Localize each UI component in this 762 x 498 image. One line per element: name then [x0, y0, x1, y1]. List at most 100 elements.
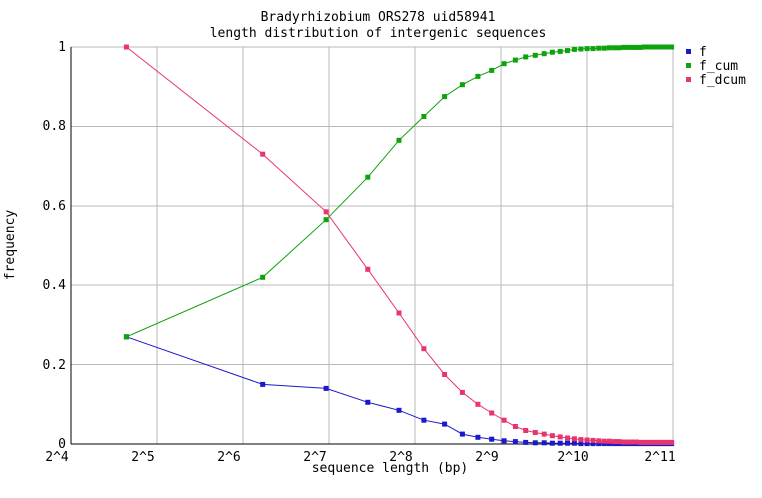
- data-point-f_dcum: [601, 438, 607, 444]
- data-point-f_cum: [123, 334, 129, 340]
- data-point-f_dcum: [512, 424, 518, 429]
- data-point-f_dcum: [621, 439, 627, 445]
- data-point-f_cum: [621, 44, 627, 50]
- y-tick-label: 0: [58, 437, 66, 452]
- data-point-f: [557, 440, 563, 446]
- data-point-f: [523, 439, 529, 445]
- data-point-f_dcum: [666, 439, 671, 445]
- legend-label-f-dcum: f_dcum: [699, 73, 746, 88]
- series-f-markers: [123, 334, 675, 447]
- data-point-f_dcum: [501, 417, 507, 423]
- data-point-f_cum: [459, 82, 465, 88]
- x-tick-label: 2^11: [644, 450, 675, 465]
- data-point-f_dcum: [625, 439, 631, 445]
- y-axis-label: frequency: [3, 210, 18, 281]
- data-point-f_dcum: [656, 439, 662, 445]
- data-point-f_dcum: [421, 346, 427, 352]
- legend-swatch-f-cum: [686, 63, 691, 68]
- data-point-f_dcum: [489, 410, 495, 416]
- series-f_dcum-line: [126, 46, 672, 443]
- data-point-f_dcum: [532, 430, 538, 435]
- data-point-f_cum: [611, 45, 617, 51]
- data-point-f: [549, 440, 555, 446]
- data-point-f_cum: [557, 48, 563, 54]
- x-tick-label: 2^6: [217, 450, 240, 465]
- data-point-f_cum: [649, 44, 655, 50]
- chart-title-line1: Bradyrhizobium ORS278 uid58941: [261, 10, 496, 25]
- data-point-f: [421, 417, 427, 423]
- data-point-f_cum: [442, 94, 448, 100]
- data-point-f: [584, 441, 590, 447]
- data-point-f_dcum: [475, 401, 481, 407]
- data-point-f_dcum: [606, 438, 612, 444]
- data-point-f_cum: [532, 52, 538, 58]
- y-tick-label: 0.8: [43, 119, 66, 134]
- data-point-f_cum: [601, 45, 607, 51]
- data-point-f: [541, 440, 547, 446]
- data-point-f_cum: [501, 61, 507, 67]
- x-tick-label: 2^8: [389, 450, 412, 465]
- data-point-f_cum: [652, 44, 658, 50]
- data-point-f: [578, 441, 584, 447]
- data-point-f_cum: [633, 44, 639, 50]
- data-point-f_cum: [629, 44, 635, 50]
- data-point-f_dcum: [260, 151, 266, 157]
- data-point-f: [365, 399, 371, 405]
- data-point-f: [501, 438, 507, 444]
- data-point-f_dcum: [571, 436, 577, 442]
- x-tick-label: 2^9: [475, 450, 498, 465]
- data-point-f_cum: [606, 45, 612, 51]
- data-point-f_cum: [489, 67, 495, 73]
- data-point-f: [590, 441, 596, 447]
- data-point-f_dcum: [578, 437, 584, 443]
- data-point-f: [532, 440, 538, 446]
- series-f-line: [126, 336, 672, 445]
- series-f_dcum-markers: [123, 44, 675, 445]
- x-tick-labels: 2^4 2^5 2^6 2^7 2^8 2^9 2^10 2^11: [45, 450, 675, 465]
- axes: [70, 47, 673, 445]
- data-point-f: [396, 407, 402, 413]
- data-point-f_cum: [637, 44, 643, 50]
- y-tick-labels: 0 0.2 0.4 0.6 0.8 1: [43, 40, 67, 452]
- legend-label-f-cum: f_cum: [699, 59, 738, 74]
- legend-swatch-f-dcum: [686, 77, 691, 82]
- data-point-f_dcum: [645, 439, 651, 445]
- data-point-f: [489, 436, 495, 442]
- data-point-f_cum: [641, 44, 647, 50]
- data-point-f_cum: [565, 48, 570, 54]
- data-point-f_cum: [512, 57, 518, 63]
- data-point-f_cum: [323, 217, 329, 223]
- legend: f f_cum f_dcum: [686, 45, 746, 88]
- gridlines: [71, 46, 674, 444]
- legend-swatch-f: [686, 49, 691, 54]
- data-point-f_dcum: [662, 439, 668, 445]
- series-f_cum-markers: [123, 44, 675, 340]
- data-point-f_dcum: [549, 433, 555, 439]
- data-point-f: [475, 434, 481, 440]
- data-point-f_dcum: [633, 439, 639, 445]
- x-tick-label: 2^5: [131, 450, 154, 465]
- data-point-f_dcum: [123, 44, 129, 50]
- data-point-f_cum: [260, 274, 266, 280]
- data-point-f_cum: [590, 46, 596, 52]
- data-point-f: [565, 440, 570, 446]
- data-point-f: [323, 385, 329, 391]
- data-point-f_dcum: [396, 310, 402, 316]
- data-point-f_dcum: [611, 439, 617, 445]
- data-point-f: [596, 441, 602, 447]
- data-point-f_cum: [365, 174, 371, 180]
- data-point-f: [442, 421, 448, 427]
- data-point-f_dcum: [616, 439, 622, 445]
- data-point-f_dcum: [669, 439, 675, 445]
- data-point-f_dcum: [590, 437, 596, 443]
- data-point-f_cum: [656, 44, 662, 50]
- data-point-f: [512, 439, 518, 445]
- data-series: [123, 44, 675, 447]
- data-point-f_dcum: [459, 389, 465, 395]
- y-tick-label: 0.4: [43, 278, 67, 293]
- data-point-f_dcum: [629, 439, 635, 445]
- x-tick-label: 2^4: [45, 450, 69, 465]
- x-axis-label: sequence length (bp): [312, 461, 469, 476]
- data-point-f_dcum: [652, 439, 658, 445]
- data-point-f_cum: [625, 44, 631, 50]
